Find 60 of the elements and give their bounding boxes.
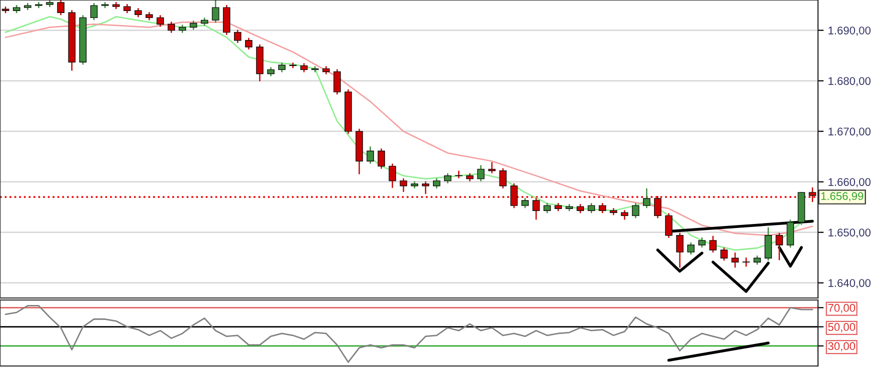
candlestick (687, 242, 695, 256)
candlestick (267, 66, 274, 77)
candlestick (190, 20, 198, 30)
candlestick (786, 219, 794, 248)
candlestick (632, 202, 640, 219)
candlestick (400, 178, 408, 193)
candlestick (245, 37, 252, 50)
candlestick (378, 148, 386, 170)
candlestick (532, 197, 540, 220)
y-tick-label: 30,00 (828, 342, 856, 352)
candlestick (455, 170, 462, 179)
candlestick (676, 232, 684, 268)
candlestick (422, 180, 430, 195)
candlestick (709, 235, 717, 254)
candlestick (598, 202, 606, 214)
candlestick (742, 256, 750, 268)
candlestick (776, 232, 783, 261)
candlestick (521, 197, 529, 209)
candlestick (212, 0, 220, 24)
candlestick (720, 246, 728, 262)
candlestick (510, 182, 518, 209)
candlestick (588, 202, 596, 214)
candlestick (156, 14, 164, 28)
y-tick-label: 1.690,00 (828, 26, 871, 36)
line-series (4, 305, 814, 363)
candlestick (731, 252, 739, 268)
candlestick (444, 172, 452, 184)
candlestick (499, 168, 507, 190)
candlestick (754, 254, 761, 266)
candlestick (642, 188, 650, 209)
candlestick (808, 186, 816, 203)
candlestick (168, 21, 176, 34)
candlestick (333, 68, 341, 96)
candlestick (764, 226, 772, 262)
candlestick (665, 212, 672, 239)
candlestick (366, 146, 374, 164)
candlestick (134, 7, 142, 18)
candlestick (654, 195, 662, 219)
y-tick-label: 1.660,00 (828, 178, 871, 188)
candlestick (477, 164, 485, 182)
candlestick (57, 0, 64, 16)
candlestick (432, 178, 440, 190)
y-tick-label: 1.670,00 (828, 128, 871, 137)
candlestick (388, 163, 396, 189)
y-tick-label: 1.650,00 (828, 228, 871, 238)
candlestick (698, 236, 706, 248)
y-tick-label: 1.680,00 (828, 77, 871, 86)
candlestick (123, 3, 131, 14)
y-tick-label: 70,00 (828, 304, 856, 314)
candlestick (234, 29, 242, 44)
candlestick (576, 203, 584, 214)
y-tick-label: 1.640,00 (828, 279, 871, 288)
candlestick (278, 62, 286, 73)
ref-line-label: 1.656,99 (821, 192, 864, 202)
candlestick (620, 209, 628, 220)
y-tick-label: 50,00 (828, 323, 856, 332)
candlestick (488, 162, 496, 174)
candlestick (300, 62, 308, 73)
candlestick (90, 2, 98, 21)
candlestick (544, 202, 551, 214)
